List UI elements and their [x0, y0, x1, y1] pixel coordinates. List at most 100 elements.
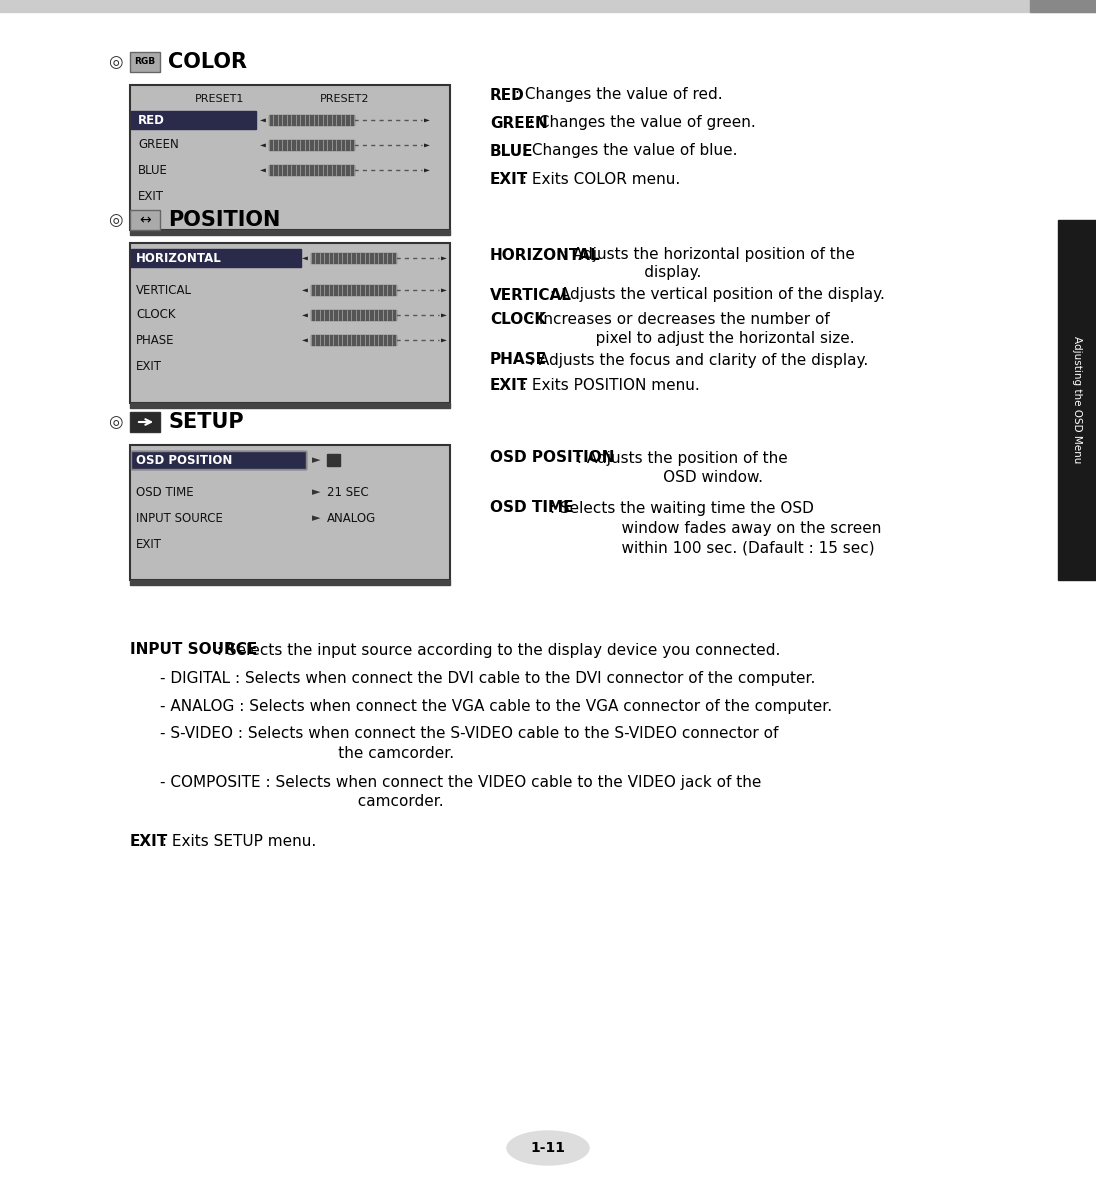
Text: OSD POSITION: OSD POSITION: [490, 451, 615, 465]
Text: EXIT: EXIT: [138, 190, 164, 203]
Text: within 100 sec. (Dafault : 15 sec): within 100 sec. (Dafault : 15 sec): [562, 540, 875, 556]
Text: HORIZONTAL: HORIZONTAL: [490, 248, 601, 262]
Text: BLUE: BLUE: [138, 164, 168, 177]
Text: : Selects the waiting time the OSD: : Selects the waiting time the OSD: [545, 500, 813, 516]
Bar: [311, 286, 396, 295]
Text: EXIT: EXIT: [136, 538, 162, 551]
Text: RGB: RGB: [135, 58, 156, 66]
Text: Adjusting the OSD Menu: Adjusting the OSD Menu: [1072, 336, 1082, 464]
Text: PRESET2: PRESET2: [320, 94, 369, 104]
Text: ◎: ◎: [107, 413, 123, 431]
Bar: [269, 114, 354, 125]
Text: : Changes the value of green.: : Changes the value of green.: [524, 116, 756, 131]
Text: ◎: ◎: [107, 53, 123, 71]
Text: OSD TIME: OSD TIME: [490, 500, 573, 516]
Text: BLUE: BLUE: [490, 144, 534, 158]
Bar: [327, 454, 340, 466]
Text: VERTICAL: VERTICAL: [136, 283, 192, 296]
Text: : Exits POSITION menu.: : Exits POSITION menu.: [517, 378, 700, 393]
Text: EXIT: EXIT: [490, 378, 528, 393]
Text: display.: display.: [576, 266, 701, 281]
Text: : Changes the value of blue.: : Changes the value of blue.: [517, 144, 738, 158]
Text: PRESET1: PRESET1: [195, 94, 244, 104]
Text: ◄: ◄: [260, 140, 266, 150]
Text: EXIT: EXIT: [130, 834, 169, 850]
Text: ►: ►: [441, 335, 447, 345]
Bar: [311, 310, 396, 320]
Text: ►: ►: [312, 513, 320, 523]
Text: POSITION: POSITION: [168, 210, 281, 230]
Bar: [1058, 219, 1096, 581]
Text: : Adjusts the focus and clarity of the display.: : Adjusts the focus and clarity of the d…: [524, 353, 868, 367]
Text: OSD window.: OSD window.: [590, 471, 763, 485]
Text: ►: ►: [441, 253, 447, 263]
Text: ◄: ◄: [260, 114, 266, 125]
Text: : Adjusts the horizontal position of the: : Adjusts the horizontal position of the: [558, 248, 855, 262]
Text: EXIT: EXIT: [490, 171, 528, 186]
Text: OSD TIME: OSD TIME: [136, 485, 194, 498]
FancyBboxPatch shape: [130, 52, 160, 72]
Text: RED: RED: [490, 87, 525, 103]
Text: ►: ►: [441, 310, 447, 320]
Bar: [130, 85, 450, 230]
Text: ANALOG: ANALOG: [327, 511, 376, 524]
Text: ◎: ◎: [107, 211, 123, 229]
Bar: [132, 249, 301, 267]
Text: GREEN: GREEN: [490, 116, 548, 131]
Text: PHASE: PHASE: [136, 334, 174, 347]
Text: HORIZONTAL: HORIZONTAL: [136, 251, 221, 264]
Text: : Adjusts the position of the: : Adjusts the position of the: [572, 451, 788, 465]
Text: OSD POSITION: OSD POSITION: [136, 453, 232, 466]
Text: ↔: ↔: [139, 214, 151, 227]
Text: ◄: ◄: [302, 335, 308, 345]
Text: ►: ►: [424, 114, 430, 125]
Text: ►: ►: [424, 140, 430, 150]
Text: - COMPOSITE : Selects when connect the VIDEO cable to the VIDEO jack of the: - COMPOSITE : Selects when connect the V…: [160, 774, 762, 789]
Bar: [0, 0, 1096, 12]
Bar: [311, 253, 396, 263]
Text: ◄: ◄: [302, 253, 308, 263]
Bar: [132, 111, 256, 129]
Text: PHASE: PHASE: [490, 353, 547, 367]
Text: - ANALOG : Selects when connect the VGA cable to the VGA connector of the comput: - ANALOG : Selects when connect the VGA …: [160, 699, 832, 714]
Bar: [130, 404, 450, 408]
Bar: [130, 581, 450, 585]
Text: ◄: ◄: [302, 286, 308, 295]
Text: 1-11: 1-11: [530, 1141, 566, 1155]
Text: CLOCK: CLOCK: [136, 308, 175, 321]
Bar: [130, 230, 450, 235]
Text: : Changes the value of red.: : Changes the value of red.: [511, 87, 723, 103]
Text: the camcorder.: the camcorder.: [270, 747, 454, 761]
Text: : Exits SETUP menu.: : Exits SETUP menu.: [158, 834, 317, 850]
Text: RED: RED: [138, 113, 164, 126]
Ellipse shape: [507, 1130, 589, 1165]
Text: : Adjusts the vertical position of the display.: : Adjusts the vertical position of the d…: [545, 288, 884, 302]
Text: VERTICAL: VERTICAL: [490, 288, 572, 302]
Text: ►: ►: [441, 286, 447, 295]
Text: : Selects the input source according to the display device you connected.: : Selects the input source according to …: [212, 642, 780, 657]
Text: SETUP: SETUP: [168, 412, 243, 432]
Text: 21 SEC: 21 SEC: [327, 485, 368, 498]
Text: - S-VIDEO : Selects when connect the S-VIDEO cable to the S-VIDEO connector of: - S-VIDEO : Selects when connect the S-V…: [160, 727, 778, 741]
Text: ►: ►: [424, 165, 430, 175]
Text: window fades away on the screen: window fades away on the screen: [562, 520, 881, 536]
FancyBboxPatch shape: [130, 412, 160, 432]
Text: COLOR: COLOR: [168, 52, 247, 72]
Text: INPUT SOURCE: INPUT SOURCE: [130, 642, 258, 657]
Text: ◄: ◄: [302, 310, 308, 320]
Bar: [1030, 0, 1096, 12]
Text: pixel to adjust the horizontal size.: pixel to adjust the horizontal size.: [543, 330, 855, 346]
Text: GREEN: GREEN: [138, 138, 179, 151]
Text: CLOCK: CLOCK: [490, 313, 546, 328]
Text: ►: ►: [312, 487, 320, 497]
Bar: [130, 243, 450, 404]
Bar: [132, 451, 306, 468]
Bar: [130, 445, 450, 581]
Text: ►: ►: [312, 455, 320, 465]
Text: INPUT SOURCE: INPUT SOURCE: [136, 511, 222, 524]
FancyBboxPatch shape: [130, 210, 160, 230]
Text: : Exits COLOR menu.: : Exits COLOR menu.: [517, 171, 681, 186]
Bar: [269, 140, 354, 150]
Text: EXIT: EXIT: [136, 360, 162, 373]
Text: camcorder.: camcorder.: [270, 794, 444, 809]
